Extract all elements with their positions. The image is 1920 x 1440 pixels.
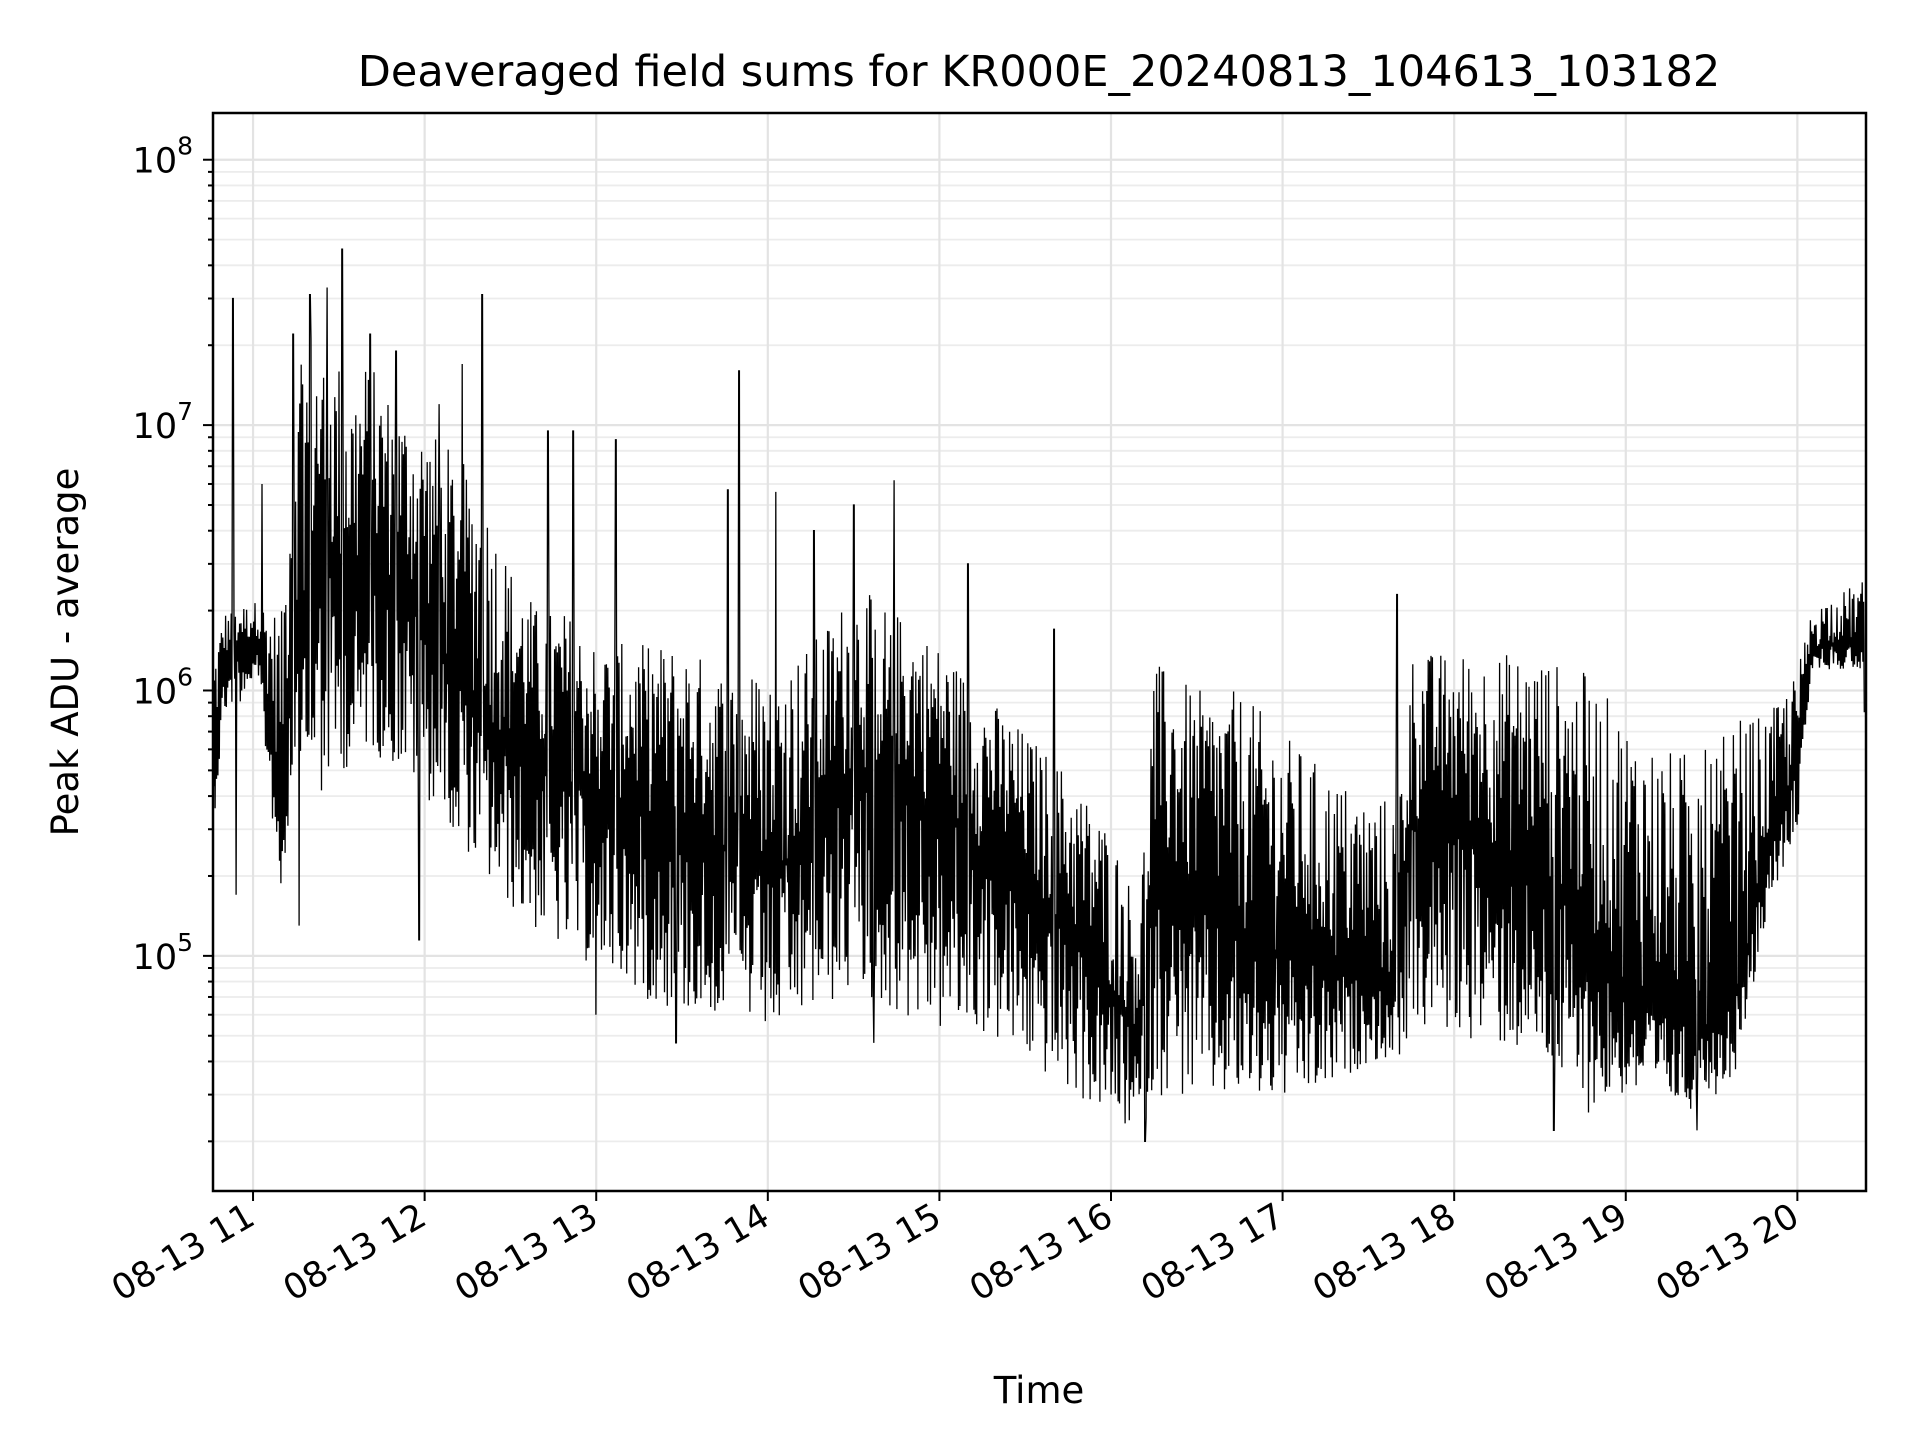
y-tick-exponent: 6 <box>177 662 193 691</box>
chart-title: Deaveraged field sums for KR000E_2024081… <box>358 47 1720 97</box>
plot-frame <box>211 111 1868 1193</box>
y-tick-label: 107 <box>133 397 193 447</box>
y-tick-label: 108 <box>133 132 193 182</box>
y-tick-exponent: 5 <box>177 928 193 957</box>
y-tick-label: 105 <box>133 928 193 978</box>
y-tick-base: 10 <box>133 407 178 447</box>
plot-area <box>213 248 1865 1143</box>
series-layer <box>213 248 1865 1143</box>
y-tick-base: 10 <box>133 672 178 712</box>
grid <box>213 113 1866 1191</box>
y-tick-base: 10 <box>133 142 178 182</box>
y-tick-exponent: 7 <box>177 397 193 426</box>
y-axis-label: Peak ADU - average <box>44 468 87 837</box>
y-tick-exponent: 8 <box>177 132 193 161</box>
y-tick-label: 106 <box>133 662 193 712</box>
x-axis-label: Time <box>993 1369 1085 1412</box>
series-line <box>213 248 1865 1143</box>
y-tick-base: 10 <box>133 938 178 978</box>
